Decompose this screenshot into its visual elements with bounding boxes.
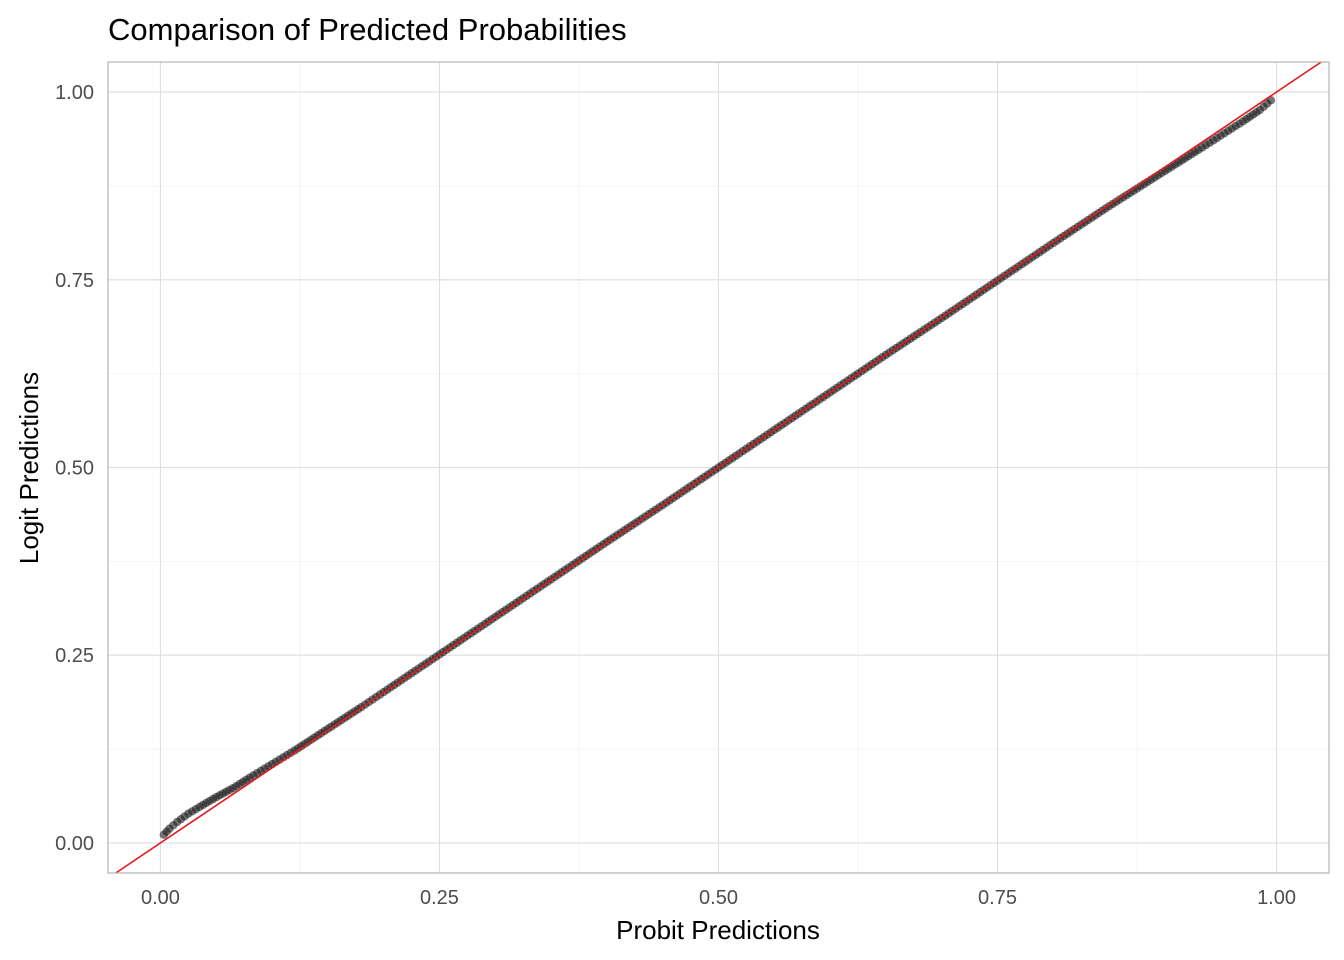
x-tick-label: 0.00 (141, 887, 180, 909)
panel-border (107, 61, 1330, 874)
y-tick-label: 0.75 (55, 270, 94, 292)
x-tick-label: 1.00 (1257, 887, 1296, 909)
x-tick-label: 0.75 (978, 887, 1017, 909)
y-tick-label: 1.00 (55, 82, 94, 104)
y-axis-ticks: 0.00 0.25 0.50 0.75 1.00 (55, 82, 94, 855)
data-points (115, 61, 1322, 874)
y-tick-label: 0.00 (55, 833, 94, 855)
y-axis-title: Logit Predictions (14, 372, 44, 564)
x-tick-label: 0.25 (420, 887, 459, 909)
x-axis-ticks: 0.00 0.25 0.50 0.75 1.00 (141, 887, 1296, 909)
x-tick-label: 0.50 (699, 887, 738, 909)
data-point (1266, 96, 1276, 105)
x-axis-title: Probit Predictions (616, 915, 820, 945)
reference-line (115, 61, 1322, 874)
y-tick-label: 0.50 (55, 458, 94, 480)
chart-title: Comparison of Predicted Probabilities (108, 12, 627, 47)
y-tick-label: 0.25 (55, 645, 94, 667)
